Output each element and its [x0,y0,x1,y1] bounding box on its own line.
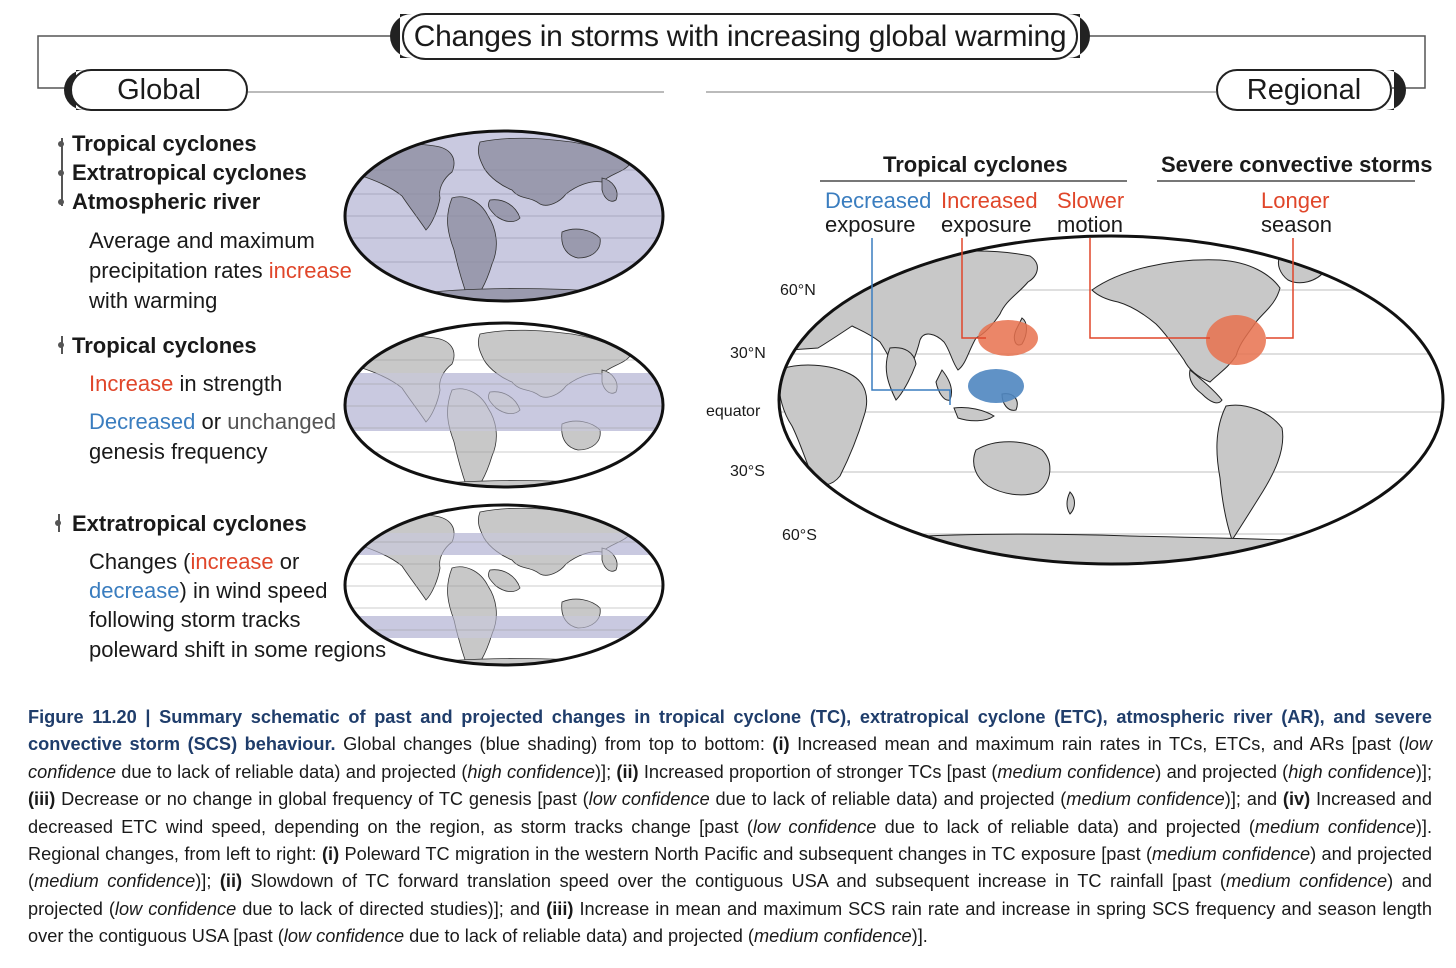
label-decreased-exposure: exposure [825,212,916,237]
lat-30n: 30°N [730,345,766,362]
tc-header-underline [820,180,1127,182]
block2-line3: genesis frequency [89,439,268,464]
lat-60n: 60°N [780,282,816,299]
figure-caption: Figure 11.20 | Summary schematic of past… [28,707,1433,947]
scs-header-underline [1157,180,1415,182]
lat-equator: equator [706,403,761,420]
global-map-etc-wind [345,505,663,665]
regional-connectors [871,238,1294,405]
block3-line2: decrease) in wind speed [89,578,328,603]
longer-season-region [1206,315,1266,365]
global-map-tc-strength [345,323,663,487]
block2-line1: Increase in strength [89,371,283,396]
main-title-text: Changes in storms with increasing global… [413,19,1067,53]
lat-30s: 30°S [730,463,765,480]
block1-line1: Average and maximum [89,228,315,253]
lat-60s: 60°S [782,527,817,544]
global-map-precipitation [345,131,663,301]
decreased-exposure-region [968,369,1024,403]
heading-tropical-cyclones-2: Tropical cyclones [72,333,257,358]
label-season: season [1261,212,1332,237]
regional-tc-header: Tropical cyclones [883,152,1068,177]
regional-section-label: Regional [1216,69,1392,111]
heading-atmospheric-river: Atmospheric river [72,189,261,214]
block2-line2: Decreased or unchanged [89,409,337,434]
label-motion: motion [1057,212,1124,237]
label-slower: Slower [1057,188,1125,213]
global-label-text: Global [117,73,201,106]
heading-extratropical-cyclones: Extratropical cyclones [72,160,307,185]
regional-label-text: Regional [1246,73,1362,106]
block3-line1: Changes (increase or [89,549,300,574]
block1-line3: with warming [89,288,218,313]
regional-scs-header: Severe convective storms [1161,152,1433,177]
increased-exposure-region [978,320,1038,356]
global-maps [343,129,665,667]
block3-line3: following storm tracks [89,607,301,632]
label-increased-exposure: exposure [941,212,1032,237]
heading-extratropical-cyclones-3: Extratropical cyclones [72,511,307,536]
block3-line4: poleward shift in some regions [89,637,387,662]
regional-map [777,234,1445,566]
caption-title: Figure 11.20 | Summary schematic of past… [28,707,1432,755]
heading-tropical-cyclones: Tropical cyclones [72,131,257,156]
label-decreased: Decreased [825,188,932,213]
main-title: Changes in storms with increasing global… [402,13,1078,60]
label-increased: Increased [941,188,1038,213]
global-section-label: Global [70,69,248,111]
block1-line2: precipitation rates increase [89,258,352,283]
label-longer: Longer [1261,188,1330,213]
